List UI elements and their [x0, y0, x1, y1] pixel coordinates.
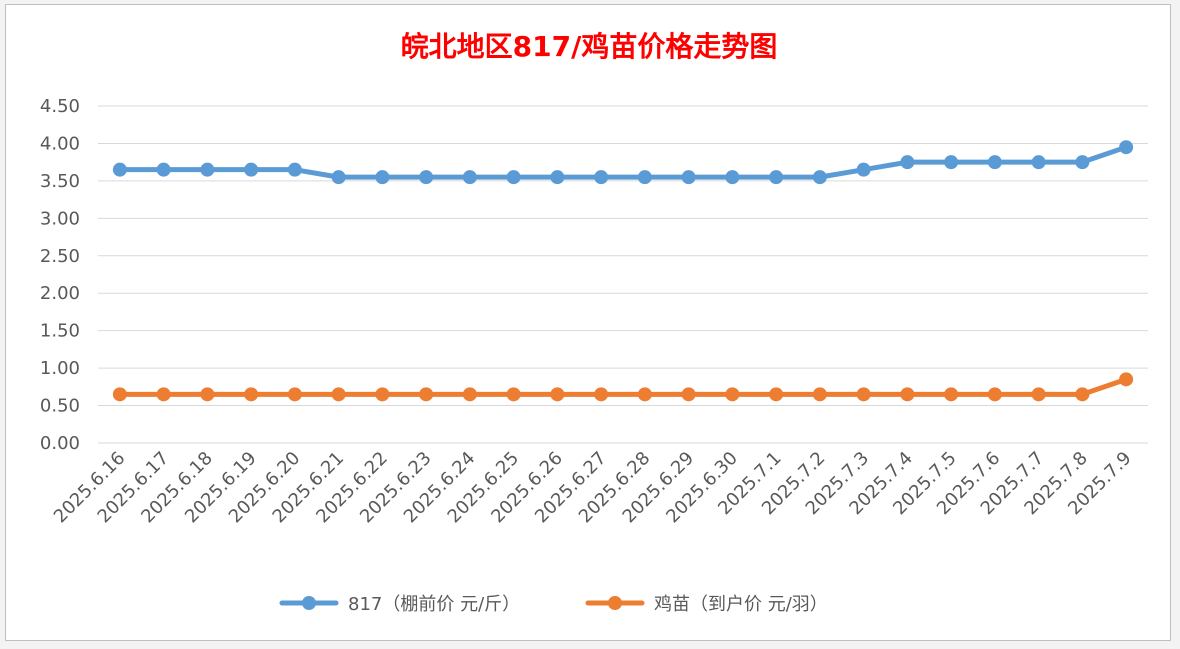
data-point: [856, 387, 871, 402]
data-point: [1119, 372, 1134, 387]
data-point: [112, 387, 127, 402]
y-tick-label: 1.00: [40, 358, 80, 379]
data-point: [287, 162, 302, 177]
data-point: [156, 387, 171, 402]
data-point: [725, 170, 740, 185]
data-point: [594, 387, 609, 402]
data-point: [156, 162, 171, 177]
y-tick-label: 4.50: [40, 96, 80, 117]
chart-frame: 皖北地区817/鸡苗价格走势图 0.00 0.50 1.00 1.50 2.00 2.50…: [5, 4, 1171, 641]
data-point: [550, 387, 565, 402]
y-axis-ticks: 0.00 0.50 1.00 1.50 2.00 2.50 3.00 3.50 4.00 4.50: [40, 96, 80, 454]
y-tick-label: 3.00: [40, 208, 80, 229]
data-point: [812, 170, 827, 185]
data-point: [1075, 387, 1090, 402]
data-point: [681, 387, 696, 402]
data-point: [594, 170, 609, 185]
data-point: [200, 387, 215, 402]
chart-title: 皖北地区817/鸡苗价格走势图: [401, 30, 778, 63]
data-point: [1119, 140, 1134, 155]
line-chart: 皖北地区817/鸡苗价格走势图 0.00 0.50 1.00 1.50 2.00 2.50…: [40, 30, 1148, 615]
series-layer: [112, 140, 1134, 402]
data-point: [375, 387, 390, 402]
legend-label: 817（棚前价 元/斤）: [348, 594, 520, 615]
data-point: [419, 170, 434, 185]
data-point: [1031, 155, 1046, 170]
gridlines: [98, 105, 1148, 444]
data-point: [331, 170, 346, 185]
y-tick-label: 2.00: [40, 283, 80, 304]
data-point: [550, 170, 565, 185]
legend-entry-1: 817（棚前价 元/斤）: [279, 594, 520, 615]
data-point: [681, 170, 696, 185]
data-point: [1031, 387, 1046, 402]
data-point: [769, 170, 784, 185]
data-point: [244, 162, 259, 177]
y-tick-label: 2.50: [40, 246, 80, 267]
data-point: [725, 387, 740, 402]
data-point: [900, 155, 915, 170]
data-point: [462, 387, 477, 402]
data-point: [987, 155, 1002, 170]
data-point: [287, 387, 302, 402]
series-1: [112, 140, 1134, 185]
data-point: [419, 387, 434, 402]
y-tick-label: 0.00: [40, 433, 80, 454]
y-tick-label: 0.50: [40, 396, 80, 417]
x-axis-ticks: 2025.6.162025.6.172025.6.182025.6.192025…: [50, 448, 1136, 528]
data-point: [506, 387, 521, 402]
data-point: [944, 155, 959, 170]
data-point: [1075, 155, 1090, 170]
data-point: [506, 170, 521, 185]
legend: 817（棚前价 元/斤） 鸡苗（到户价 元/羽）: [279, 594, 828, 615]
series-line: [117, 144, 1129, 180]
legend-marker: [302, 596, 316, 610]
legend-marker: [608, 596, 622, 610]
data-point: [987, 387, 1002, 402]
data-point: [244, 387, 259, 402]
data-point: [637, 170, 652, 185]
series-2: [112, 372, 1134, 402]
data-point: [856, 162, 871, 177]
legend-label: 鸡苗（到户价 元/羽）: [654, 594, 828, 615]
data-point: [812, 387, 827, 402]
series-line: [117, 376, 1129, 397]
data-point: [200, 162, 215, 177]
y-tick-label: 1.50: [40, 321, 80, 342]
data-point: [462, 170, 477, 185]
data-point: [769, 387, 784, 402]
data-point: [637, 387, 652, 402]
data-point: [944, 387, 959, 402]
data-point: [331, 387, 346, 402]
y-tick-label: 4.00: [40, 133, 80, 154]
data-point: [900, 387, 915, 402]
data-point: [375, 170, 390, 185]
legend-entry-2: 鸡苗（到户价 元/羽）: [585, 594, 828, 615]
y-tick-label: 3.50: [40, 171, 80, 192]
data-point: [112, 162, 127, 177]
